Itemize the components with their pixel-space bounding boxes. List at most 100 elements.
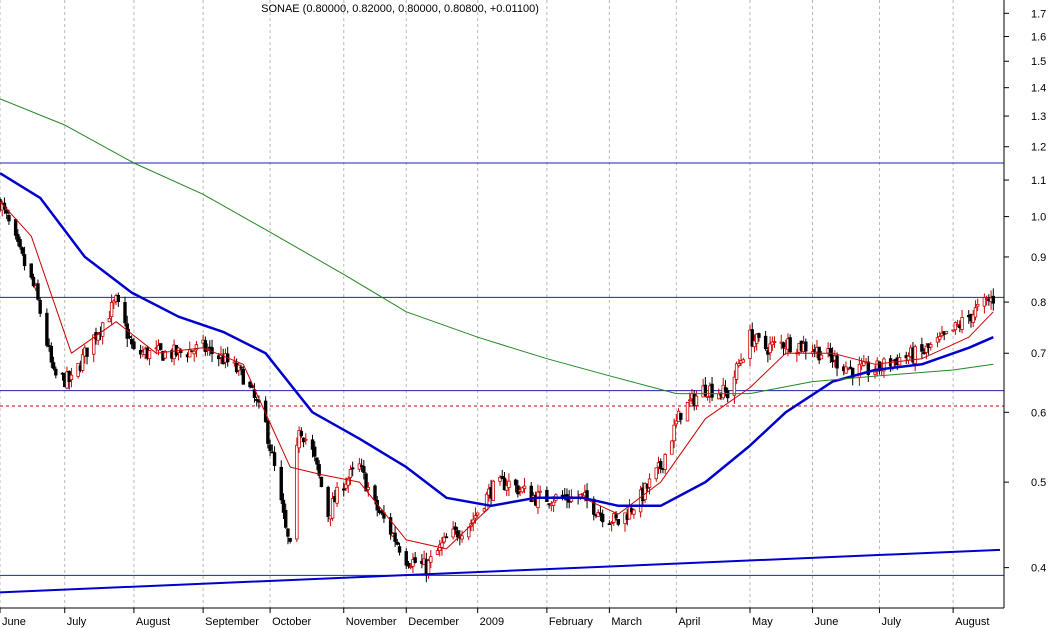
candle-body bbox=[69, 374, 74, 381]
candle-body bbox=[232, 361, 237, 364]
moving-average-line bbox=[0, 98, 994, 395]
x-tick-label: August bbox=[955, 616, 989, 628]
candle-body bbox=[326, 486, 330, 517]
candle-body bbox=[453, 526, 458, 530]
candle-body bbox=[310, 439, 315, 450]
candle-body bbox=[804, 341, 808, 352]
candle-body bbox=[935, 337, 940, 343]
candle-body bbox=[770, 341, 775, 346]
candle-body bbox=[929, 344, 933, 348]
candle-body bbox=[395, 541, 400, 545]
candle-body bbox=[973, 307, 978, 318]
candle-body bbox=[4, 209, 9, 214]
candle-body bbox=[723, 387, 728, 392]
candle-body bbox=[672, 424, 676, 442]
candle-body bbox=[670, 440, 674, 455]
candle-body bbox=[192, 350, 196, 355]
horizontal-lines bbox=[0, 162, 1004, 576]
candle-body bbox=[268, 444, 272, 452]
candle-body bbox=[504, 485, 509, 491]
candle-body bbox=[116, 294, 121, 303]
x-tick-label: November bbox=[346, 616, 397, 628]
x-tick-label: March bbox=[611, 616, 642, 628]
candle-body bbox=[429, 556, 433, 563]
candle-body bbox=[491, 480, 496, 501]
candle-body bbox=[80, 354, 85, 371]
candle-body bbox=[754, 333, 759, 344]
candle-body bbox=[643, 483, 647, 500]
candle-body bbox=[319, 476, 324, 488]
candle-body bbox=[924, 345, 929, 353]
candle-body bbox=[522, 485, 527, 490]
candle-body bbox=[51, 362, 56, 369]
candle-body bbox=[284, 510, 288, 528]
candle-body bbox=[442, 536, 446, 543]
candle-body bbox=[944, 331, 949, 334]
candle-body bbox=[846, 367, 850, 370]
x-tick-label: 2009 bbox=[480, 616, 504, 628]
candle-body bbox=[659, 460, 663, 470]
candle-body bbox=[413, 557, 417, 563]
chart-title: SONAE (0.80000, 0.82000, 0.80000, 0.8080… bbox=[261, 3, 539, 15]
candle-body bbox=[882, 358, 886, 372]
candle-body bbox=[440, 542, 444, 548]
candle-body bbox=[920, 344, 924, 352]
candle-body bbox=[616, 519, 621, 525]
x-tick-label: October bbox=[272, 616, 311, 628]
candle-body bbox=[647, 478, 652, 488]
candle-body bbox=[455, 530, 460, 538]
candle-body bbox=[725, 390, 730, 399]
x-tick-label: August bbox=[136, 616, 170, 628]
x-tick-label: February bbox=[549, 616, 594, 628]
x-tick-label: July bbox=[881, 616, 901, 628]
vertical-gridlines bbox=[0, 0, 954, 608]
candle-body bbox=[388, 517, 393, 535]
candle-body bbox=[444, 536, 449, 539]
candle-body bbox=[279, 466, 283, 501]
candle-body bbox=[938, 336, 942, 340]
candle-body bbox=[538, 490, 542, 493]
candle-body bbox=[473, 515, 478, 519]
candle-body bbox=[585, 490, 589, 501]
candle-body bbox=[513, 479, 518, 486]
candle-body bbox=[757, 333, 761, 338]
x-tick-label: December bbox=[408, 616, 459, 628]
y-tick-label: 1.4 bbox=[1031, 83, 1046, 95]
candle-body bbox=[362, 466, 366, 473]
candle-body bbox=[734, 363, 739, 380]
candle-body bbox=[788, 337, 792, 353]
y-tick-label: 1.3 bbox=[1031, 111, 1046, 123]
support-trendline bbox=[0, 548, 1001, 594]
candle-body bbox=[348, 469, 353, 478]
candle-body bbox=[674, 420, 679, 425]
candle-body bbox=[22, 254, 27, 267]
x-tick-label: April bbox=[678, 616, 700, 628]
moving-average-line bbox=[0, 201, 994, 550]
candle-body bbox=[913, 346, 917, 364]
candle-body bbox=[502, 477, 507, 491]
candle-body bbox=[953, 322, 958, 331]
candle-body bbox=[705, 396, 710, 398]
candlesticks bbox=[0, 197, 996, 583]
candle-body bbox=[239, 366, 243, 369]
candle-body bbox=[710, 383, 714, 398]
candle-body bbox=[763, 335, 768, 350]
y-tick-label: 1.1 bbox=[1031, 175, 1046, 187]
candle-body bbox=[975, 303, 980, 307]
candle-body bbox=[373, 485, 377, 501]
candle-body bbox=[330, 498, 335, 519]
candle-body bbox=[85, 347, 89, 357]
candle-body bbox=[614, 514, 618, 519]
candle-body bbox=[397, 546, 402, 553]
candle-body bbox=[346, 478, 350, 486]
candle-body bbox=[632, 509, 636, 515]
y-tick-label: 0.5 bbox=[1031, 477, 1046, 489]
moving-average-lines bbox=[0, 98, 994, 550]
candle-body bbox=[850, 367, 855, 378]
candle-body bbox=[679, 412, 683, 420]
candle-body bbox=[20, 247, 25, 254]
candle-body bbox=[435, 550, 440, 555]
candle-body bbox=[286, 528, 290, 537]
candle-body bbox=[359, 465, 364, 467]
